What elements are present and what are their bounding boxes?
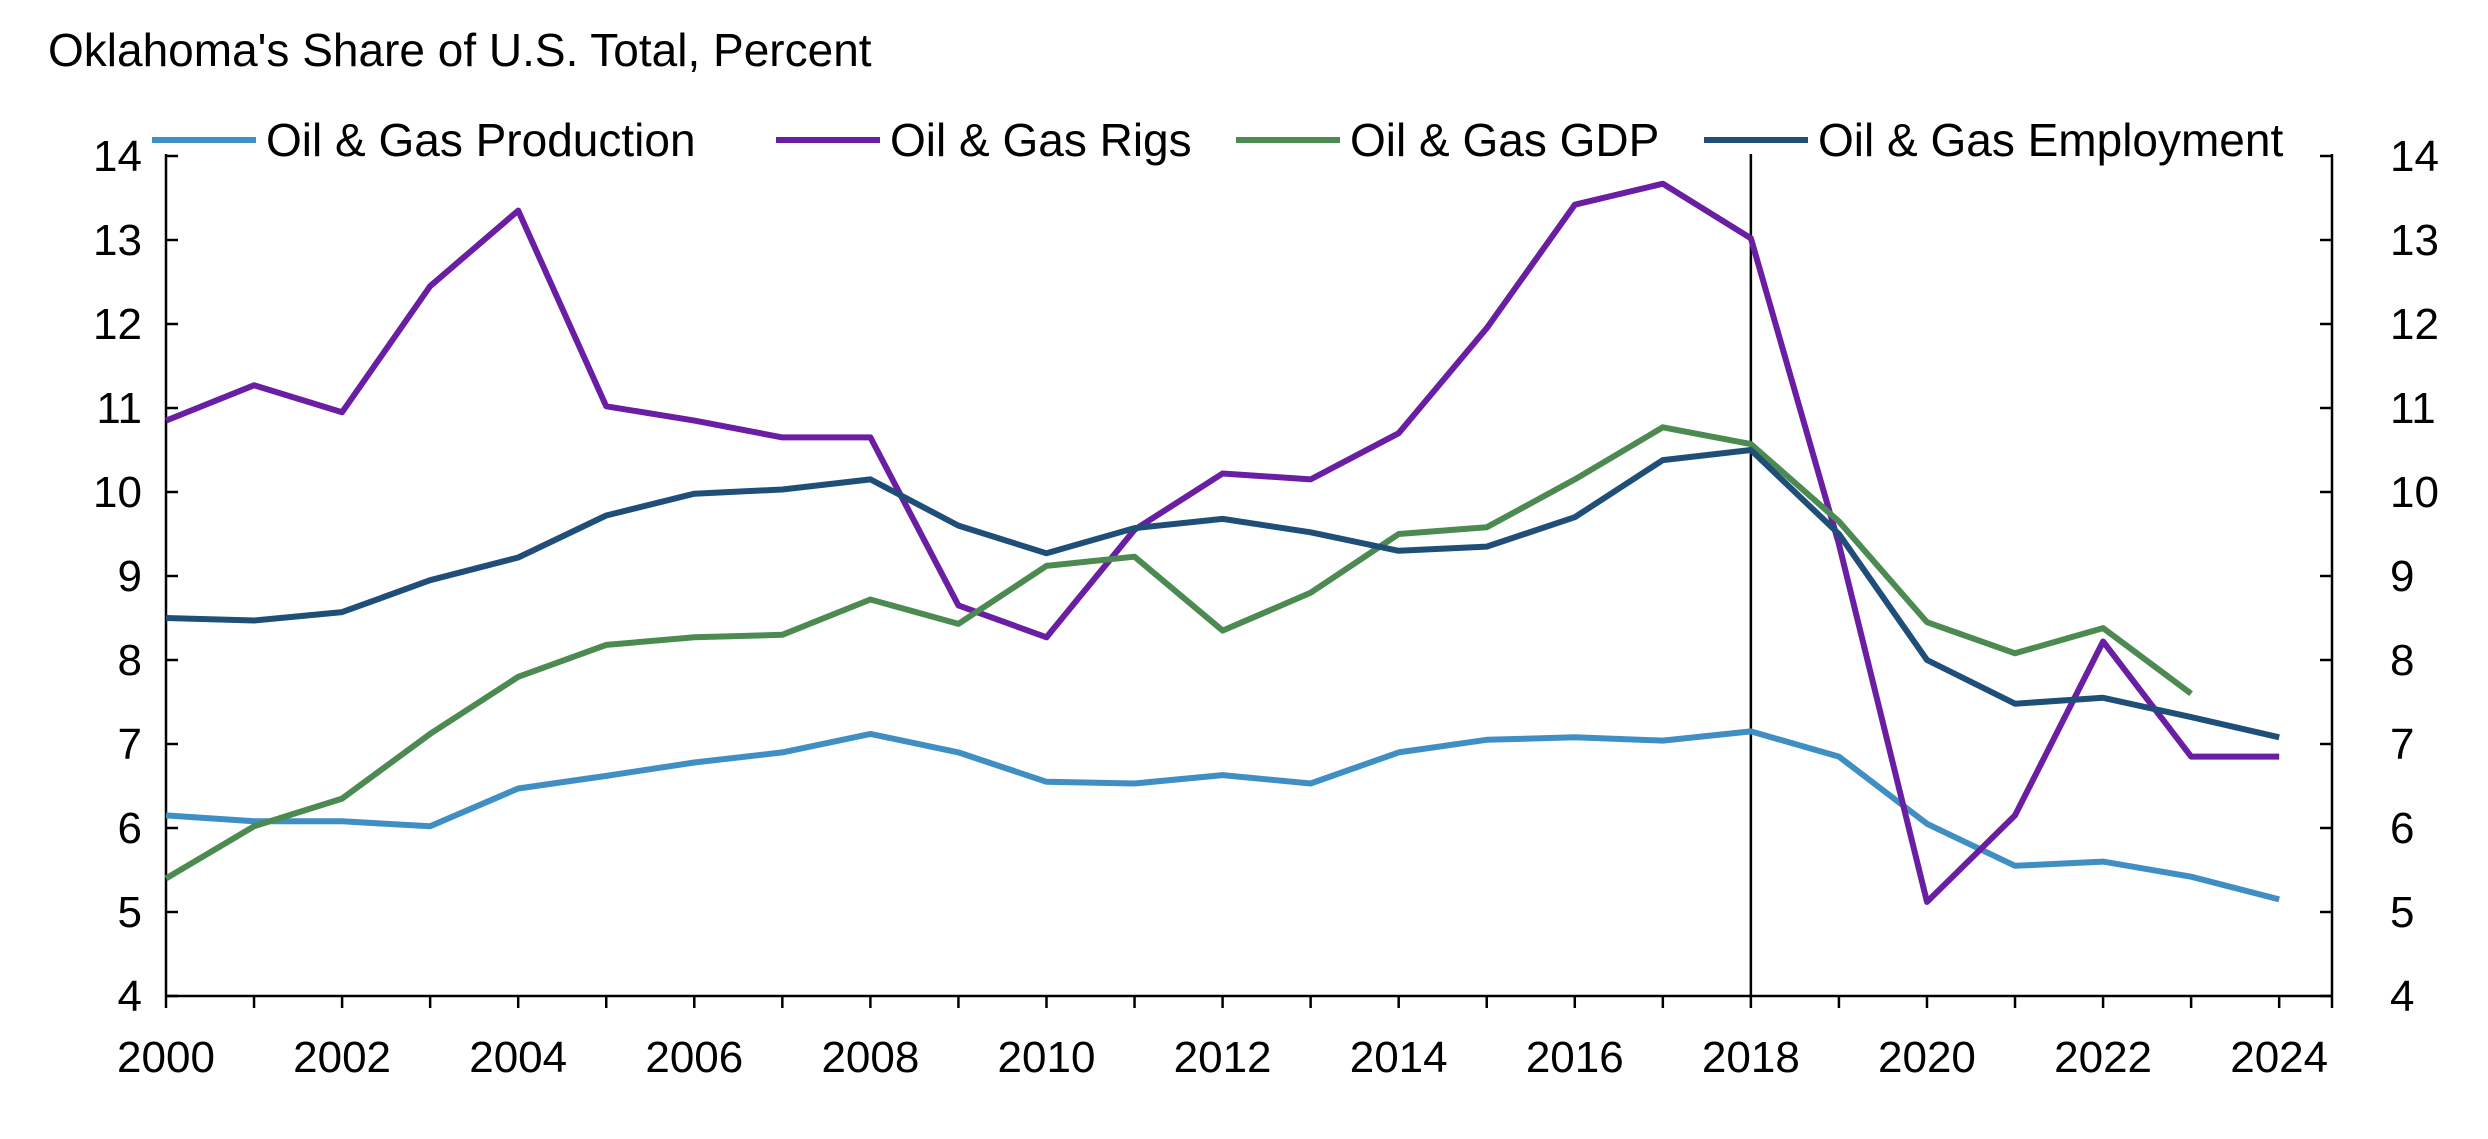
y-tick-label-left: 7: [118, 720, 142, 769]
x-tick-label: 2018: [1702, 1033, 1800, 1082]
series-line-oil-and-gas-production: [165, 728, 2280, 903]
legend-label-oil-and-gas-employment: Oil & Gas Employment: [1818, 114, 2283, 166]
y-tick-label-right: 8: [2390, 636, 2414, 685]
x-tick-label: 2002: [293, 1033, 391, 1082]
y-tick-label-left: 6: [118, 804, 142, 853]
axes: 4 4 5 5 6 6 7 7 8 8 9 9 10 10 11 11 12 12 13 13 14 14 2000 2002…: [93, 132, 2439, 1082]
y-tick-label-right: 5: [2390, 888, 2414, 937]
legend-label-oil-and-gas-rigs: Oil & Gas Rigs: [890, 114, 1192, 166]
chart-title: Oklahoma's Share of U.S. Total, Percent: [48, 24, 872, 76]
y-tick-label-left: 12: [93, 300, 142, 349]
x-tick-label: 2016: [1526, 1033, 1624, 1082]
legend-label-oil-and-gas-production: Oil & Gas Production: [266, 114, 696, 166]
y-tick-label-right: 12: [2390, 300, 2439, 349]
y-tick-label-right: 6: [2390, 804, 2414, 853]
y-tick-label-left: 4: [118, 972, 142, 1021]
y-tick-label-right: 14: [2390, 132, 2439, 181]
series-line-oil-and-gas-gdp: [164, 424, 2193, 881]
y-tick-label-right: 9: [2390, 552, 2414, 601]
x-tick-label: 2008: [821, 1033, 919, 1082]
x-tick-label: 2004: [469, 1033, 567, 1082]
y-tick-label-left: 8: [118, 636, 142, 685]
series-lines: [164, 180, 2280, 905]
legend: Oil & Gas Production Oil & Gas Rigs Oil & …: [152, 114, 2283, 166]
x-tick-label: 2020: [1878, 1033, 1976, 1082]
y-tick-label-right: 7: [2390, 720, 2414, 769]
legend-label-oil-and-gas-gdp: Oil & Gas GDP: [1350, 114, 1659, 166]
x-tick-label: 2012: [1174, 1033, 1272, 1082]
y-tick-label-right: 4: [2390, 972, 2414, 1021]
y-tick-label-left: 11: [96, 384, 142, 433]
y-tick-label-right: 10: [2390, 468, 2439, 517]
series-line-oil-and-gas-rigs: [164, 180, 2280, 905]
x-tick-label: 2010: [998, 1033, 1096, 1082]
y-tick-label-right: 11: [2390, 384, 2436, 433]
y-tick-label-left: 5: [118, 888, 142, 937]
x-tick-label: 2006: [645, 1033, 743, 1082]
y-tick-label-left: 13: [93, 216, 142, 265]
series-line-oil-and-gas-employment: [165, 447, 2280, 741]
y-tick-label-right: 13: [2390, 216, 2439, 265]
y-tick-label-left: 9: [118, 552, 142, 601]
x-tick-label: 2024: [2230, 1033, 2328, 1082]
y-tick-label-left: 14: [93, 132, 142, 181]
y-tick-label-left: 10: [93, 468, 142, 517]
x-tick-label: 2014: [1350, 1033, 1448, 1082]
x-tick-label: 2022: [2054, 1033, 2152, 1082]
x-tick-label: 2000: [117, 1033, 215, 1082]
